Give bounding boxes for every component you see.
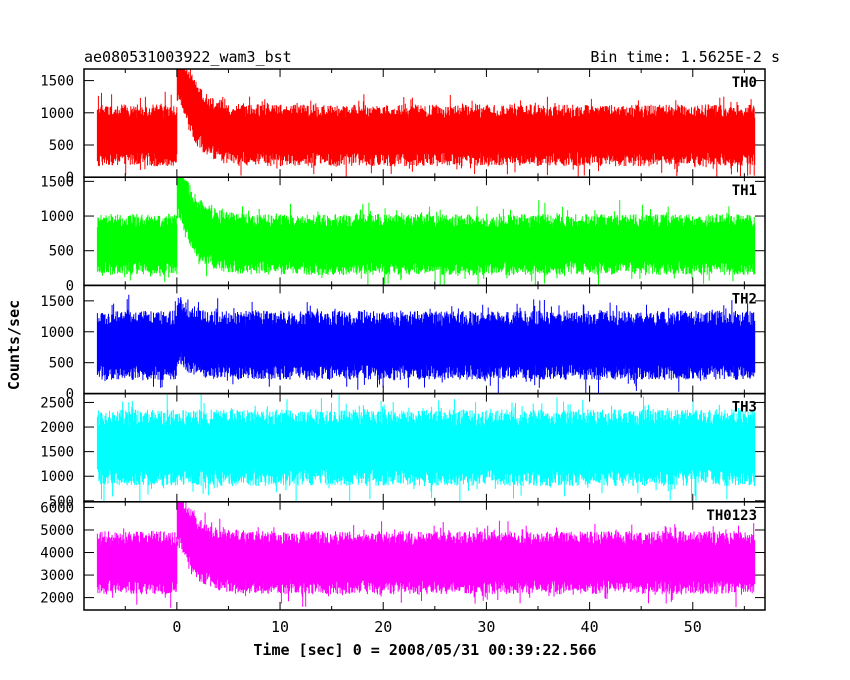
series-trace-th1 [96,177,756,286]
y-tick-label: 500 [49,138,74,154]
y-tick-label: 0 [66,278,74,294]
y-tick-label: 1500 [40,445,74,461]
y-tick-label: 2500 [40,395,74,411]
y-tick-label: 500 [49,494,74,510]
y-tick-label: 6000 [40,500,74,516]
y-tick-label: 0 [66,170,74,186]
y-tick-label: 1500 [40,174,74,190]
y-tick-label: 1000 [40,209,74,225]
panel-label: TH0123 [706,508,757,524]
y-tick-label: 1000 [40,469,74,485]
y-tick-label: 0 [66,387,74,403]
panel-th2: 0 500 1000 1500 TH2 [40,284,766,403]
y-tick-label: 500 [49,356,74,372]
panel-frame [83,501,766,611]
panels-group: 0 500 1000 1500 TH0 0 500 1000 1500 TH1 0 500 1000 15… [40,68,766,611]
x-tick-label: 0 [172,618,181,636]
series-trace-th0123 [96,501,756,608]
x-tick-label: 10 [271,618,289,636]
panel-label: TH0 [732,75,757,91]
panel-th0: 0 500 1000 1500 TH0 [40,68,766,186]
y-tick-label: 500 [49,244,74,260]
x-axis-label: Time [sec] 0 = 2008/05/31 00:39:22.566 [253,641,596,659]
chart-title: ae080531003922_wam3_bst [84,48,292,66]
panel-label: TH3 [732,400,757,416]
y-tick-label: 1000 [40,106,74,122]
y-tick-label: 3000 [40,568,74,584]
y-tick-label: 1500 [40,294,74,310]
series-trace-th3 [96,393,756,502]
y-tick-label: 1000 [40,325,74,341]
panel-th1: 0 500 1000 1500 TH1 [40,174,766,294]
y-tick-label: 5000 [40,523,74,539]
x-tick-label: 40 [581,618,599,636]
x-tick-label: 30 [477,618,495,636]
y-tick-label: 1500 [40,74,74,90]
bin-time-label: Bin time: 1.5625E-2 s [590,48,780,66]
x-tick-labels: 0 10 20 30 40 50 [172,618,701,636]
panel-label: TH1 [732,183,757,199]
y-tick-label: 4000 [40,546,74,562]
x-tick-label: 50 [684,618,702,636]
panel-th0123: 2000 3000 4000 5000 6000 TH0123 [40,500,766,611]
series-trace-th0 [96,69,756,178]
y-axis-label: Counts/sec [5,300,23,390]
x-tick-label: 20 [374,618,392,636]
panel-label: TH2 [732,291,757,307]
y-tick-label: 2000 [40,420,74,436]
panel-th3: 500 1000 1500 2000 2500 TH3 [40,392,766,510]
series-trace-th2 [96,294,756,394]
y-tick-label: 2000 [40,591,74,607]
